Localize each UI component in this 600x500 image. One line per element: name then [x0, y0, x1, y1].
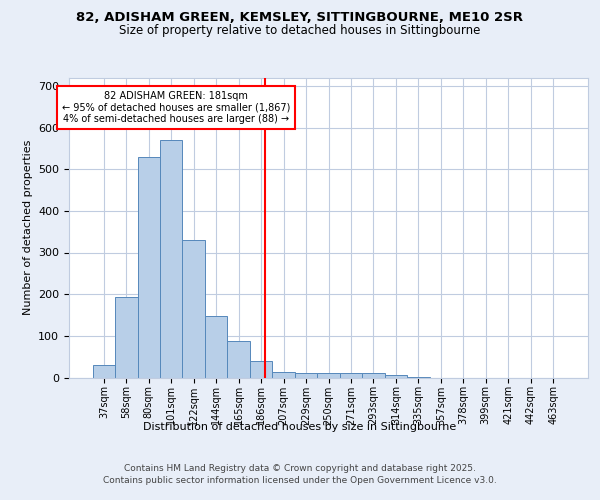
Bar: [317, 374, 340, 378]
Bar: [385, 376, 407, 378]
Bar: [92, 365, 115, 378]
Bar: [115, 297, 137, 378]
Bar: [362, 374, 385, 378]
Text: 82 ADISHAM GREEN: 181sqm
← 95% of detached houses are smaller (1,867)
4% of semi: 82 ADISHAM GREEN: 181sqm ← 95% of detach…: [62, 91, 290, 124]
Bar: [295, 374, 317, 378]
Text: Contains public sector information licensed under the Open Government Licence v3: Contains public sector information licen…: [103, 476, 497, 485]
Bar: [250, 361, 272, 378]
Bar: [160, 140, 182, 378]
Bar: [205, 316, 227, 378]
Bar: [182, 240, 205, 378]
Text: Distribution of detached houses by size in Sittingbourne: Distribution of detached houses by size …: [143, 422, 457, 432]
Text: Size of property relative to detached houses in Sittingbourne: Size of property relative to detached ho…: [119, 24, 481, 37]
Y-axis label: Number of detached properties: Number of detached properties: [23, 140, 32, 315]
Bar: [272, 372, 295, 378]
Text: 82, ADISHAM GREEN, KEMSLEY, SITTINGBOURNE, ME10 2SR: 82, ADISHAM GREEN, KEMSLEY, SITTINGBOURN…: [77, 11, 523, 24]
Bar: [340, 374, 362, 378]
Bar: [137, 156, 160, 378]
Bar: [227, 341, 250, 378]
Text: Contains HM Land Registry data © Crown copyright and database right 2025.: Contains HM Land Registry data © Crown c…: [124, 464, 476, 473]
